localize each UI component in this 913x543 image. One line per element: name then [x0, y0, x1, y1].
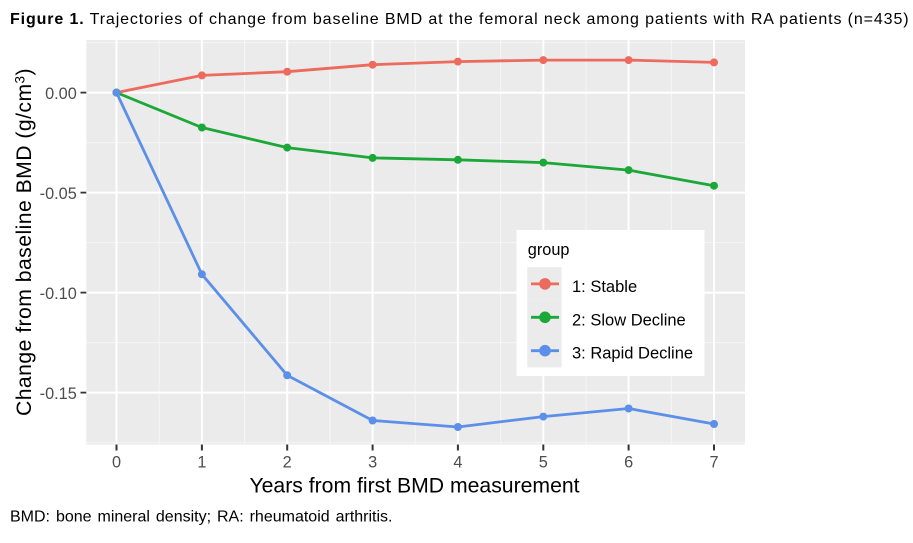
svg-text:group: group	[528, 241, 570, 259]
svg-text:3: 3	[368, 454, 377, 472]
svg-text:Change from baseline BMD (g/cm: Change from baseline BMD (g/cm3)	[12, 68, 36, 416]
svg-text:1: 1	[197, 454, 206, 472]
svg-text:Figure 1. Trajectories of chan: Figure 1. Trajectories of change from ba…	[10, 11, 909, 28]
svg-text:7: 7	[709, 454, 718, 472]
svg-text:6: 6	[624, 454, 633, 472]
svg-text:3: Rapid Decline: 3: Rapid Decline	[572, 345, 693, 363]
svg-text:-0.10: -0.10	[40, 285, 77, 303]
svg-text:BMD: bone mineral density; RA:: BMD: bone mineral density; RA: rheumatoi…	[10, 509, 392, 526]
svg-text:-0.05: -0.05	[40, 185, 77, 203]
svg-text:Years from first BMD measureme: Years from first BMD measurement	[249, 474, 579, 497]
svg-text:1: Stable: 1: Stable	[572, 278, 637, 296]
svg-text:-0.15: -0.15	[40, 385, 77, 403]
svg-text:0.00: 0.00	[45, 85, 77, 103]
svg-text:2: 2	[283, 454, 292, 472]
svg-text:4: 4	[453, 454, 462, 472]
svg-text:0: 0	[112, 454, 121, 472]
svg-text:2: Slow Decline: 2: Slow Decline	[572, 311, 686, 329]
svg-text:5: 5	[539, 454, 548, 472]
